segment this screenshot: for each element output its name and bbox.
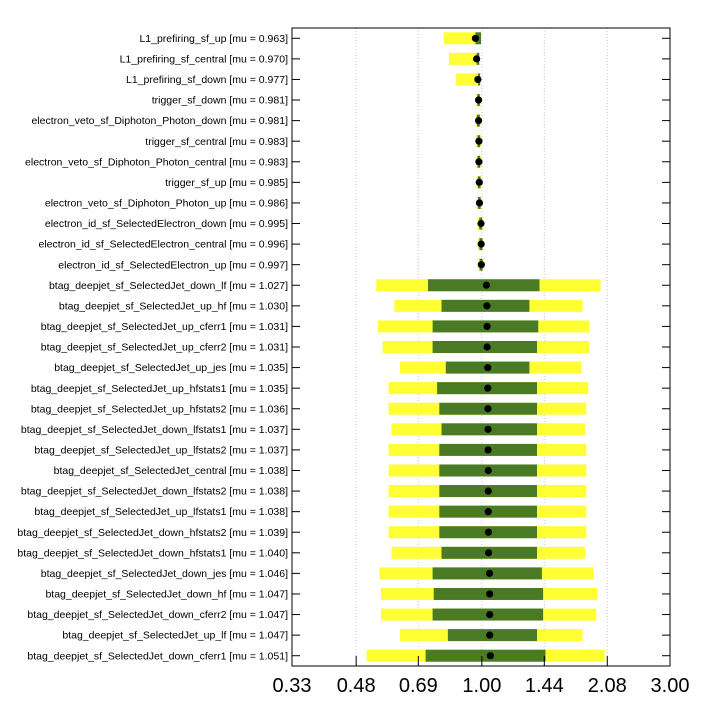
mu-marker (486, 631, 494, 639)
row-label: btag_deepjet_sf_SelectedJet_up_hfstats2 … (31, 403, 288, 415)
row-label: btag_deepjet_sf_SelectedJet_down_jes [mu… (41, 568, 288, 580)
row-label: btag_deepjet_sf_SelectedJet_up_cferr2 [m… (41, 342, 288, 354)
row-label: btag_deepjet_sf_SelectedJet_down_cferr1 … (27, 650, 288, 662)
mu-marker (484, 446, 492, 454)
mu-marker (475, 158, 483, 166)
mu-marker (477, 261, 485, 269)
row-label: btag_deepjet_sf_SelectedJet_up_cferr1 [m… (41, 321, 288, 333)
row-label: btag_deepjet_sf_SelectedJet_up_hf [mu = … (59, 300, 288, 312)
row-label: trigger_sf_central [mu = 0.983] (145, 136, 288, 148)
row-label: electron_veto_sf_Diphoton_Photon_up [mu … (45, 198, 288, 210)
mu-marker (475, 137, 483, 145)
row-label: btag_deepjet_sf_SelectedJet_down_hf [mu … (45, 589, 288, 601)
row-labels: L1_prefiring_sf_up [mu = 0.963] L1_prefir… (17, 33, 288, 662)
mu-marker (483, 322, 491, 331)
row-label: trigger_sf_down [mu = 0.981] (152, 95, 288, 107)
mu-marker (484, 528, 493, 536)
mu-marker (484, 508, 492, 516)
row-label: L1_prefiring_sf_down [mu = 0.977] (126, 74, 288, 86)
row-label: btag_deepjet_sf_SelectedJet_down_cferr2 … (27, 609, 288, 621)
row-label: btag_deepjet_sf_SelectedJet_down_lf [mu … (49, 280, 288, 292)
row-label: electron_id_sf_SelectedElectron_down [mu… (45, 218, 288, 230)
mu-marker (484, 363, 492, 372)
mu-marker (474, 117, 483, 125)
mu-marker (484, 384, 492, 392)
mu-marker (475, 199, 484, 207)
mu-marker (483, 302, 491, 310)
row-label: btag_deepjet_sf_SelectedJet_up_lf [mu = … (62, 630, 288, 642)
mu-marker (473, 55, 481, 63)
mu-marker (477, 219, 485, 228)
row-label: L1_prefiring_sf_central [mu = 0.970] (120, 53, 288, 65)
row-label: electron_id_sf_SelectedElectron_up [mu =… (58, 259, 288, 271)
row-label: btag_deepjet_sf_SelectedJet_down_lfstats… (21, 486, 288, 498)
mu-marker (477, 240, 485, 248)
inner-band (425, 649, 546, 662)
row-label: btag_deepjet_sf_SelectedJet_up_jes [mu =… (54, 362, 288, 374)
row-label: trigger_sf_up [mu = 0.985] (165, 177, 288, 189)
mu-marker (486, 652, 494, 660)
mu-marker (486, 590, 494, 598)
outer-band (456, 73, 478, 86)
row-ticks (292, 37, 670, 657)
mu-marker (471, 34, 480, 42)
mu-marker (474, 96, 483, 104)
mu-marker (482, 281, 491, 289)
row-label: electron_id_sf_SelectedElectron_central … (38, 239, 288, 251)
row-label: electron_veto_sf_Diphoton_Photon_central… (25, 156, 288, 168)
mu-marker (484, 425, 492, 433)
x-tick-label: 1.44 (525, 675, 564, 697)
mu-marker (486, 610, 494, 619)
mu-marker (484, 549, 493, 557)
row-label: btag_deepjet_sf_SelectedJet_central [mu … (54, 465, 288, 477)
row-label: btag_deepjet_sf_SelectedJet_up_lfstats1 … (34, 506, 288, 518)
mu-marker (484, 405, 492, 413)
row-label: btag_deepjet_sf_SelectedJet_down_lfstats… (21, 424, 288, 436)
mu-marker (474, 75, 482, 84)
x-tick-label: 2.08 (588, 675, 627, 697)
x-axis-ticks: 0.33 0.48 0.69 1.00 1.44 2.08 3.00 (273, 656, 690, 697)
x-tick-label: 0.33 (273, 675, 312, 697)
outer-band (443, 32, 476, 45)
row-label: btag_deepjet_sf_SelectedJet_up_lfstats2 … (34, 445, 288, 457)
row-label: btag_deepjet_sf_SelectedJet_down_hfstats… (17, 527, 288, 539)
mu-marker (475, 178, 483, 186)
mu-marker (484, 466, 492, 475)
mu-marker (484, 487, 492, 495)
row-label: btag_deepjet_sf_SelectedJet_up_hfstats1 … (31, 383, 288, 395)
x-tick-label: 1.00 (462, 675, 501, 697)
x-tick-label: 0.48 (337, 675, 376, 697)
row-label: btag_deepjet_sf_SelectedJet_down_hfstats… (17, 547, 288, 559)
mu-markers (471, 34, 494, 660)
x-tick-label: 3.00 (651, 675, 690, 697)
mu-marker (483, 343, 491, 351)
mu-marker (485, 569, 494, 577)
row-label: L1_prefiring_sf_up [mu = 0.963] (139, 33, 288, 45)
row-label: electron_veto_sf_Diphoton_Photon_down [m… (31, 115, 288, 127)
x-tick-label: 0.69 (399, 675, 438, 697)
outer-band (448, 52, 477, 65)
